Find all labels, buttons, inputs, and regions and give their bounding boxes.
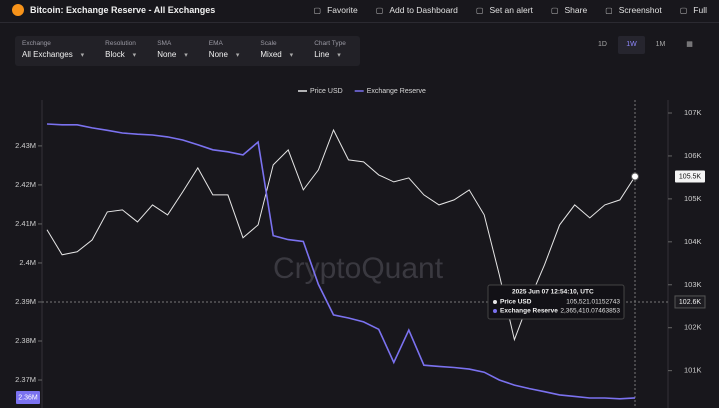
range-buttons: 1D 1W 1M ▦ [589, 36, 703, 54]
crosshair-label-box [674, 295, 706, 309]
y-tick-label: 2.41M [15, 219, 36, 228]
action-button[interactable]: Set an alert [476, 5, 532, 15]
control-label: SMA [157, 40, 172, 47]
control-value: None [209, 50, 240, 59]
y2-tick-label: 101K [684, 366, 702, 375]
y-tick-label: 2.37M [15, 375, 36, 384]
crosshair-label: 102.6K [679, 299, 702, 306]
end-label: 2.36M [18, 394, 38, 401]
control-value: None [157, 50, 188, 59]
control-value: All Exchanges [22, 50, 84, 59]
bitcoin-icon [12, 4, 24, 16]
control-dropdown[interactable]: EMA None [202, 36, 254, 66]
tooltip-series-name: Price USD [500, 299, 532, 306]
end-label: 105.5K [679, 173, 702, 180]
control-dropdown[interactable]: Exchange All Exchanges [15, 36, 98, 66]
watermark: CryptoQuant [273, 252, 444, 285]
control-label: Exchange [22, 40, 51, 47]
y-tick-label: 2.43M [15, 141, 36, 150]
y-tick-label: 2.39M [15, 297, 36, 306]
action-button[interactable]: Add to Dashboard [376, 5, 458, 15]
y2-tick-label: 104K [684, 237, 702, 246]
y2-tick-label: 103K [684, 280, 702, 289]
action-button[interactable]: Full [680, 5, 707, 15]
end-label-box [675, 170, 705, 183]
y-tick-label: 2.4M [19, 258, 36, 267]
end-label-box [16, 391, 40, 404]
control-label: Scale [260, 40, 277, 47]
control-dropdown[interactable]: SMA None [150, 36, 202, 66]
controls: Exchange All Exchanges Resolution Block SMA N… [15, 36, 360, 66]
tooltip [487, 284, 625, 320]
range-button[interactable]: 1D [598, 41, 607, 48]
tooltip-value: 2,365,410.07463853 [560, 308, 620, 315]
series-line [46, 123, 636, 400]
y-tick-label: 2.42M [15, 180, 36, 189]
y2-tick-label: 105K [684, 194, 702, 203]
control-dropdown[interactable]: Resolution Block [98, 36, 150, 66]
action-button[interactable]: Favorite [314, 5, 358, 15]
action-button[interactable]: Share [551, 5, 587, 15]
tooltip-value: 105,521.01152743 [566, 299, 620, 306]
range-button[interactable]: 1M [655, 41, 666, 48]
y-tick-label: 2.38M [15, 336, 36, 345]
control-label: EMA [208, 40, 223, 47]
y2-tick-label: 102K [684, 323, 702, 332]
series-line [46, 128, 636, 342]
legend-label: Price USD [310, 88, 343, 95]
control-value: Block [105, 50, 136, 59]
control-label: Chart Type [314, 40, 346, 47]
action-button[interactable]: Screenshot [605, 5, 662, 15]
control-dropdown[interactable]: Scale Mixed [253, 36, 307, 66]
actions: Favorite Add to Dashboard Set an alert Shar… [314, 5, 707, 15]
tooltip-time: 2025 Jun 07 12:54:10, UTC [512, 289, 594, 296]
legend-label: Exchange Reserve [367, 88, 426, 95]
control-value: Mixed [260, 50, 293, 59]
tooltip-series-name: Exchange Reserve [500, 308, 558, 315]
last-point-marker [631, 172, 639, 181]
y2-tick-label: 106K [684, 151, 702, 160]
range-button[interactable]: 1W [618, 36, 645, 54]
control-label: Resolution [105, 40, 136, 47]
control-value: Line [314, 50, 346, 59]
header: Bitcoin: Exchange Reserve - All Exchange… [0, 0, 719, 23]
tooltip-swatch [493, 309, 497, 313]
control-dropdown[interactable]: Chart Type Line [307, 36, 360, 66]
tooltip-swatch [493, 300, 497, 304]
page-title: Bitcoin: Exchange Reserve - All Exchange… [30, 5, 216, 15]
y2-tick-label: 107K [684, 108, 702, 117]
calendar-button[interactable]: ▦ [686, 41, 693, 48]
